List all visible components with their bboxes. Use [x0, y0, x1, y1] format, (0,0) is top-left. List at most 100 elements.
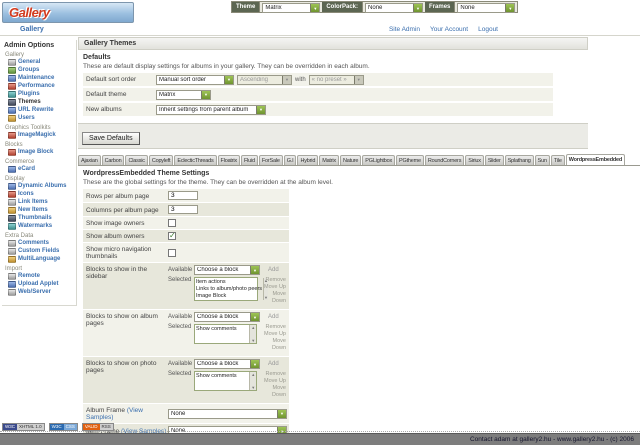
show-album-owners-checkbox[interactable] — [168, 231, 176, 240]
show-micro-nav-checkbox[interactable] — [168, 248, 176, 257]
sidebar-item-custom-fields[interactable]: Custom Fields — [8, 248, 75, 255]
sidebar-item-comments[interactable]: Comments — [8, 240, 75, 247]
default-theme-select[interactable]: Matrix ▼ — [156, 89, 211, 100]
blocks-sidebar-selected-list[interactable]: Item actions Links to album/photo peers … — [194, 277, 269, 301]
tab-splathang[interactable]: Splathang — [504, 155, 534, 165]
sidebar-item-themes[interactable]: Themes — [8, 99, 75, 106]
tab-classic[interactable]: Classic — [125, 155, 148, 165]
sidebar-item-icons[interactable]: Icons — [8, 191, 75, 198]
list-item[interactable]: Show comments — [196, 373, 237, 379]
tab-tile[interactable]: Tile — [550, 155, 565, 165]
blocks-sidebar-available-select[interactable]: Choose a block ▼ — [194, 265, 260, 275]
tab-pgtheme[interactable]: PGtheme — [396, 155, 424, 165]
tab-floatrix[interactable]: Floatrix — [217, 155, 240, 165]
sidebar-item-performance[interactable]: Performance — [8, 83, 75, 90]
blocks-photo-remove-button[interactable]: Remove — [265, 371, 286, 377]
tab-hybrid[interactable]: Hybrid — [297, 155, 319, 165]
tab-roundcorners[interactable]: RoundCorners — [424, 155, 465, 165]
sidebar-item-url-rewrite[interactable]: URL Rewrite — [8, 107, 75, 114]
tab-sun[interactable]: Sun — [534, 155, 550, 165]
album-frame-select[interactable]: None ▼ — [168, 408, 287, 419]
tab-siriux[interactable]: Siriux — [465, 155, 484, 165]
blocks-album-selected-list[interactable]: Show comments ▲ ▼ — [194, 324, 258, 344]
blocks-photo-move-down-button[interactable]: Move Down — [271, 385, 286, 398]
tab-gi[interactable]: G.I — [283, 155, 297, 165]
blocks-album-remove-button[interactable]: Remove — [265, 324, 286, 330]
blocks-album-move-down-button[interactable]: Move Down — [271, 338, 286, 351]
sidebar-item-watermarks[interactable]: Watermarks — [8, 223, 75, 230]
columns-per-page-input[interactable] — [168, 205, 198, 214]
sidebar-item-general[interactable]: General — [8, 59, 75, 66]
tab-matrix[interactable]: Matrix — [319, 155, 339, 165]
save-defaults-button[interactable]: Save Defaults — [82, 132, 140, 145]
scroll-down-icon[interactable]: ▼ — [264, 295, 269, 300]
theme-select[interactable]: Matrix ▼ — [262, 3, 321, 13]
blocks-photo-move-up-button[interactable]: Move Up — [263, 378, 286, 384]
rss-badge[interactable]: VALID RSS — [81, 423, 114, 431]
scrollbar[interactable]: ▲ ▼ — [249, 325, 257, 343]
scroll-down-icon[interactable]: ▼ — [251, 385, 256, 390]
scroll-up-icon[interactable]: ▲ — [251, 325, 256, 330]
available-label: Available — [168, 267, 193, 273]
breadcrumb[interactable]: Gallery — [20, 26, 44, 33]
list-item[interactable]: Show comments — [196, 326, 237, 332]
scrollbar[interactable]: ▲ ▼ — [249, 372, 257, 390]
colorpack-select[interactable]: None ▼ — [365, 3, 424, 13]
your-account-link[interactable]: Your Account — [430, 26, 469, 33]
default-sort-order-select[interactable]: Manual sort order ▼ — [156, 74, 234, 85]
blocks-album-move-up-button[interactable]: Move Up — [263, 331, 286, 337]
dynamic-albums-icon — [8, 183, 16, 190]
blocks-album-available-select[interactable]: Choose a block ▼ — [194, 312, 260, 322]
css-badge[interactable]: W3C CSS — [48, 423, 78, 431]
tab-wordpressembedded[interactable]: WordpressEmbedded — [565, 154, 626, 165]
sidebar-item-plugins[interactable]: Plugins — [8, 91, 75, 98]
site-admin-link[interactable]: Site Admin — [388, 26, 421, 33]
frames-select[interactable]: None ▼ — [457, 3, 516, 13]
scroll-down-icon[interactable]: ▼ — [251, 338, 256, 343]
list-item[interactable]: Item actions — [196, 279, 226, 285]
sidebar-item-image-block[interactable]: Image Block — [8, 149, 75, 156]
blocks-photo-available-select[interactable]: Choose a block ▼ — [194, 359, 260, 369]
sidebar-item-upload-applet[interactable]: Upload Applet — [8, 281, 75, 288]
tab-nature[interactable]: Nature — [339, 155, 362, 165]
blocks-album-add-button[interactable]: Add — [268, 314, 279, 320]
tab-forsale[interactable]: ForSale — [258, 155, 283, 165]
blocks-photo-selected-list[interactable]: Show comments ▲ ▼ — [194, 371, 258, 391]
sidebar-item-thumbnails[interactable]: Thumbnails — [8, 215, 75, 222]
sidebar-item-link-items[interactable]: Link Items — [8, 199, 75, 206]
sidebar-item-dynamic-albums[interactable]: Dynamic Albums — [8, 183, 75, 190]
sidebar-item-new-items[interactable]: New Items — [8, 207, 75, 214]
tab-ajaxian[interactable]: Ajaxian — [78, 155, 101, 165]
album-frame-label: Album Frame (View Samples) — [86, 407, 143, 421]
blocks-sidebar-add-button[interactable]: Add — [268, 267, 279, 273]
logout-link[interactable]: Logout — [478, 26, 498, 33]
list-item[interactable]: Links to album/photo peers — [196, 286, 263, 292]
scrollbar[interactable]: ▲ ▼ — [263, 278, 269, 300]
rows-per-page-input[interactable] — [168, 191, 198, 200]
blocks-photo-add-button[interactable]: Add — [268, 361, 279, 367]
sidebar-item-multilanguage[interactable]: MultiLanguage — [8, 256, 75, 263]
sidebar-item-ecard[interactable]: eCard — [8, 166, 75, 173]
scroll-up-icon[interactable]: ▲ — [251, 372, 256, 377]
show-image-owners-checkbox[interactable] — [168, 219, 176, 227]
sidebar-item-remote[interactable]: Remote — [8, 273, 75, 280]
tab-eclecticthreads[interactable]: EclecticThreads — [174, 155, 217, 165]
new-albums-select[interactable]: Inherit settings from parent album ▼ — [156, 104, 266, 115]
sidebar-item-maintenance[interactable]: Maintenance — [8, 75, 75, 82]
sidebar-item-users[interactable]: Users — [8, 115, 75, 122]
tab-fluid[interactable]: Fluid — [240, 155, 258, 165]
sidebar-item-web-server[interactable]: Web/Server — [8, 289, 75, 296]
tab-copyleft[interactable]: Copyleft — [148, 155, 174, 165]
tab-carbon[interactable]: Carbon — [101, 155, 125, 165]
album-frame-view-samples-link[interactable]: (View Samples) — [86, 407, 143, 421]
blocks-sidebar-remove-button[interactable]: Remove — [265, 277, 286, 283]
tab-pglightbox[interactable]: PGLightbox — [362, 155, 396, 165]
sidebar-item-imagemagick[interactable]: ImageMagick — [8, 132, 75, 139]
xhtml-badge[interactable]: W3C XHTML 1.0 — [2, 423, 45, 431]
blocks-sidebar-move-down-button[interactable]: Move Down — [271, 291, 286, 304]
scroll-up-icon[interactable]: ▲ — [264, 278, 269, 283]
list-item[interactable]: Image Block — [196, 293, 227, 299]
tab-slider[interactable]: Slider — [484, 155, 504, 165]
blocks-sidebar-move-up-button[interactable]: Move Up — [263, 284, 286, 290]
sidebar-item-groups[interactable]: Groups — [8, 67, 75, 74]
